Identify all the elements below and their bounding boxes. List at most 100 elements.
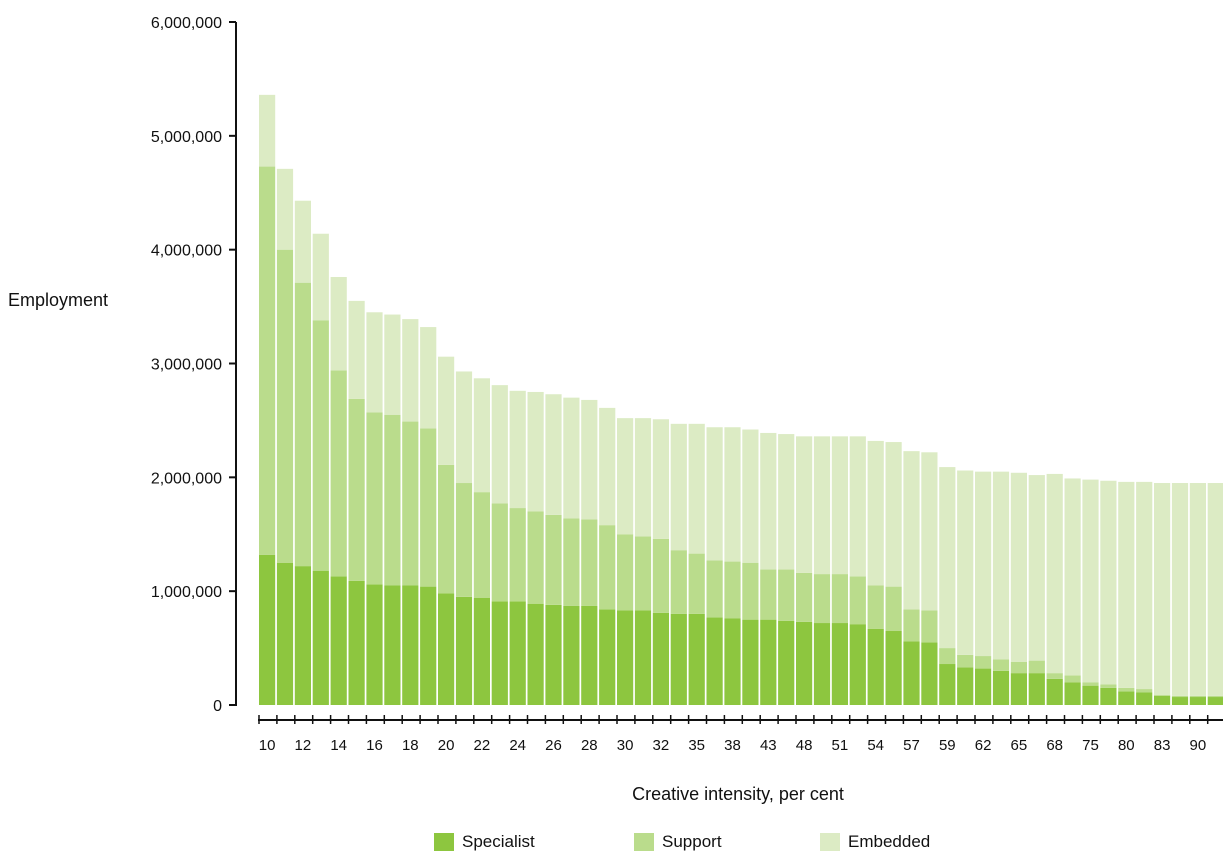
bar-specialist [1010,673,1027,705]
x-tick-label: 65 [1011,737,1028,754]
bar-specialist [1100,687,1117,705]
bar-support [1154,694,1171,696]
y-tick-label: 4,000,000 [151,243,222,260]
bar-support [867,585,884,629]
legend-item-support: Support [634,832,722,852]
bar-specialist [742,619,759,706]
bar-embedded [1064,478,1081,676]
bar-embedded [599,407,616,526]
bar-support [384,414,401,586]
bar-specialist [903,641,920,705]
bar-specialist [259,554,276,705]
bar-embedded [1082,479,1099,683]
bar-support [527,511,544,604]
bar-specialist [652,612,669,705]
bar-embedded [742,429,759,563]
bar-specialist [1171,697,1189,705]
bar-support [1064,675,1081,683]
x-tick-label: 32 [653,737,670,754]
legend-item-specialist: Specialist [434,832,535,852]
bar-specialist [688,613,705,705]
bar-embedded [563,397,580,519]
bar-embedded [455,371,473,484]
y-tick-label: 5,000,000 [151,129,222,146]
bar-support [742,562,759,620]
bar-specialist [545,604,562,705]
bar-support [706,560,723,618]
bar-specialist [1207,697,1223,705]
bar-embedded [903,451,920,610]
bar-support [760,569,777,620]
bar-support [473,492,490,598]
bar-specialist [402,585,419,705]
bar-embedded [867,440,884,586]
bar-specialist [455,596,473,705]
bar-support [438,464,455,594]
x-tick-label: 43 [760,737,777,754]
y-tick-label: 3,000,000 [151,357,222,374]
bar-specialist [599,609,616,705]
bar-specialist [384,585,401,705]
bar-support [366,412,383,585]
x-tick-label: 80 [1118,737,1135,754]
bar-embedded [259,94,276,167]
legend-item-embedded: Embedded [820,832,930,852]
bar-embedded [957,470,974,655]
bar-specialist [420,586,437,705]
x-tick-label: 54 [867,737,884,754]
bar-support [545,514,562,605]
bar-embedded [1189,483,1206,696]
bar-support [1082,682,1099,686]
bar-support [1136,689,1153,693]
bar-support [921,610,938,643]
bar-specialist [1189,697,1206,705]
bar-embedded [813,436,831,575]
bar-embedded [1136,481,1153,690]
bar-support [509,508,526,602]
y-tick-label: 6,000,000 [151,15,222,32]
bar-specialist [1136,692,1153,705]
y-axis: 0 1,000,000 2,000,000 3,000,000 4,000,000 5,0… [151,15,237,715]
bar-support [1010,661,1027,674]
bar-embedded [509,390,526,509]
bar-embedded [992,471,1010,660]
bar-embedded [831,436,848,575]
bar-embedded [688,423,705,554]
bar-embedded [1154,483,1171,695]
bar-specialist [617,610,634,705]
bar-specialist [581,605,598,705]
bar-specialist [831,623,848,705]
bar-embedded [420,327,437,429]
bar-support [348,398,365,581]
bar-support [796,572,813,622]
bar-specialist [992,670,1010,705]
x-tick-label: 48 [796,737,813,754]
bar-support [939,648,956,665]
y-tick-label: 0 [213,698,222,715]
legend-label-specialist: Specialist [462,832,535,851]
bar-support [670,550,687,614]
x-tick-label: 62 [975,737,992,754]
x-tick-label: 24 [509,737,526,754]
bar-embedded [939,467,956,649]
bar-embedded [975,471,992,657]
bar-specialist [366,584,383,705]
bar-support [330,370,347,577]
bar-support [992,659,1010,671]
bar-specialist [1082,685,1099,705]
bar-embedded [276,168,294,250]
legend-label-embedded: Embedded [848,832,931,851]
bar-support [563,518,580,606]
x-tick-label: 51 [832,737,849,754]
x-tick-label: 28 [581,737,598,754]
bar-specialist [760,619,777,706]
x-axis-title: Creative intensity, per cent [632,784,844,804]
bar-embedded [402,319,419,422]
bar-support [634,536,652,611]
x-tick-label: 83 [1154,737,1171,754]
bar-embedded [1207,483,1223,696]
bar-specialist [509,601,526,705]
bar-support [885,586,902,631]
bar-support [581,519,598,606]
stacked-bar-chart: 0 1,000,000 2,000,000 3,000,000 4,000,000 5,0… [8,15,1223,804]
